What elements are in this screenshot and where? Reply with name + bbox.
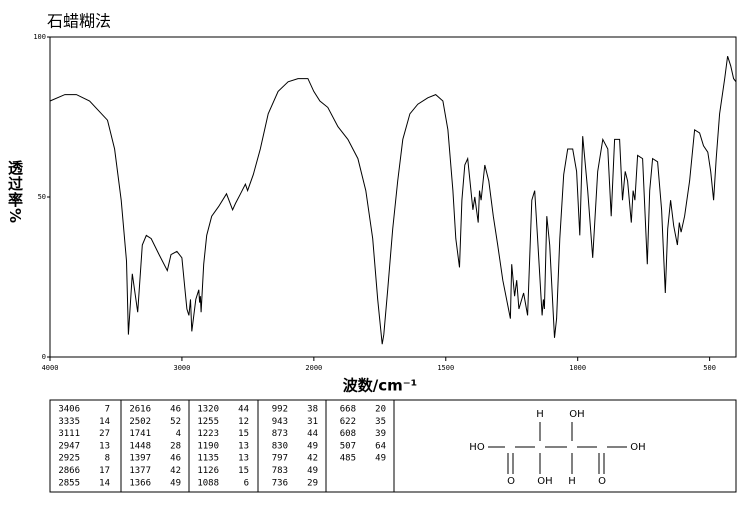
peak-wavenumber: 1255 (197, 417, 219, 427)
y-tick-label: 50 (38, 193, 46, 201)
peak-wavenumber: 3335 (58, 417, 80, 427)
peak-wavenumber: 1190 (197, 441, 219, 451)
peak-transmittance: 49 (375, 454, 386, 464)
atom-label: H (568, 476, 576, 487)
peak-transmittance: 12 (238, 417, 249, 427)
peak-transmittance: 46 (170, 405, 181, 415)
peak-wavenumber: 1320 (197, 405, 219, 415)
peak-transmittance: 64 (375, 441, 386, 451)
structure-bonds (488, 422, 627, 474)
peak-wavenumber: 2925 (58, 454, 80, 464)
atom-label: OH (630, 442, 645, 453)
peak-transmittance: 49 (170, 478, 181, 488)
peak-transmittance: 15 (238, 466, 249, 476)
x-axis-label: 波数/cm⁻¹ (343, 377, 418, 395)
peak-wavenumber: 1448 (129, 441, 151, 451)
x-tick-label: 2000 (305, 364, 322, 372)
peak-wavenumber: 507 (340, 441, 356, 451)
peak-transmittance: 14 (99, 417, 110, 427)
peak-wavenumber: 1366 (129, 478, 151, 488)
peak-transmittance: 35 (375, 417, 386, 427)
peak-transmittance: 6 (244, 478, 249, 488)
peak-transmittance: 28 (170, 441, 181, 451)
peak-transmittance: 8 (105, 454, 110, 464)
peak-transmittance: 17 (99, 466, 110, 476)
peak-wavenumber: 1135 (197, 454, 219, 464)
peak-transmittance: 13 (238, 454, 249, 464)
peak-wavenumber: 797 (272, 454, 288, 464)
peak-transmittance: 29 (307, 478, 318, 488)
spectrum-line (49, 56, 737, 345)
peak-transmittance: 38 (307, 405, 318, 415)
atom-label: O (507, 476, 515, 487)
peak-transmittance: 14 (99, 478, 110, 488)
y-axis-label: 透过率% (6, 160, 24, 225)
peak-wavenumber: 1223 (197, 429, 219, 439)
peak-wavenumber: 668 (340, 405, 356, 415)
peak-wavenumber: 3406 (58, 405, 80, 415)
peak-transmittance: 31 (307, 417, 318, 427)
peak-transmittance: 52 (170, 417, 181, 427)
peak-transmittance: 44 (307, 429, 318, 439)
peak-transmittance: 27 (99, 429, 110, 439)
peak-wavenumber: 1088 (197, 478, 219, 488)
peak-wavenumber: 485 (340, 454, 356, 464)
peak-wavenumber: 2502 (129, 417, 151, 427)
peak-wavenumber: 608 (340, 429, 356, 439)
peak-table-frame (49, 399, 737, 493)
peak-wavenumber: 1741 (129, 429, 151, 439)
peak-transmittance: 13 (99, 441, 110, 451)
peak-wavenumber: 2855 (58, 478, 80, 488)
peak-wavenumber: 2866 (58, 466, 80, 476)
peak-transmittance: 42 (307, 454, 318, 464)
peak-wavenumber: 1377 (129, 466, 151, 476)
peak-transmittance: 39 (375, 429, 386, 439)
x-tick-label: 4000 (42, 364, 59, 372)
atom-label: O (598, 476, 606, 487)
peak-wavenumber: 622 (340, 417, 356, 427)
table-dividers (120, 400, 395, 492)
x-tick-label: 1500 (437, 364, 454, 372)
atom-label: HO (469, 442, 485, 453)
peak-transmittance: 7 (105, 405, 110, 415)
peak-transmittance: 20 (375, 405, 386, 415)
x-tick-label: 3000 (173, 364, 190, 372)
peak-wavenumber: 783 (272, 466, 288, 476)
x-tick-label: 500 (703, 364, 716, 372)
peak-wavenumber: 1126 (197, 466, 219, 476)
peak-transmittance: 4 (176, 429, 181, 439)
atom-label: H (536, 409, 544, 420)
atom-label: OH (537, 476, 552, 487)
peak-transmittance: 44 (238, 405, 249, 415)
atom-label: OH (569, 409, 584, 420)
peak-transmittance: 13 (238, 441, 249, 451)
peak-transmittance: 42 (170, 466, 181, 476)
peak-transmittance: 15 (238, 429, 249, 439)
chart-title: 石蜡糊法 (47, 12, 111, 31)
peak-wavenumber: 992 (272, 405, 288, 415)
peak-wavenumber: 873 (272, 429, 288, 439)
y-tick-label: 0 (42, 353, 46, 361)
y-tick-label: 100 (33, 33, 46, 41)
peak-transmittance: 46 (170, 454, 181, 464)
peak-wavenumber: 2947 (58, 441, 80, 451)
peak-transmittance: 49 (307, 441, 318, 451)
peak-wavenumber: 3111 (58, 429, 80, 439)
peak-transmittance: 49 (307, 466, 318, 476)
peak-wavenumber: 943 (272, 417, 288, 427)
peak-wavenumber: 736 (272, 478, 288, 488)
peak-wavenumber: 2616 (129, 405, 151, 415)
peak-wavenumber: 830 (272, 441, 288, 451)
peak-wavenumber: 1397 (129, 454, 151, 464)
x-tick-label: 1000 (569, 364, 586, 372)
